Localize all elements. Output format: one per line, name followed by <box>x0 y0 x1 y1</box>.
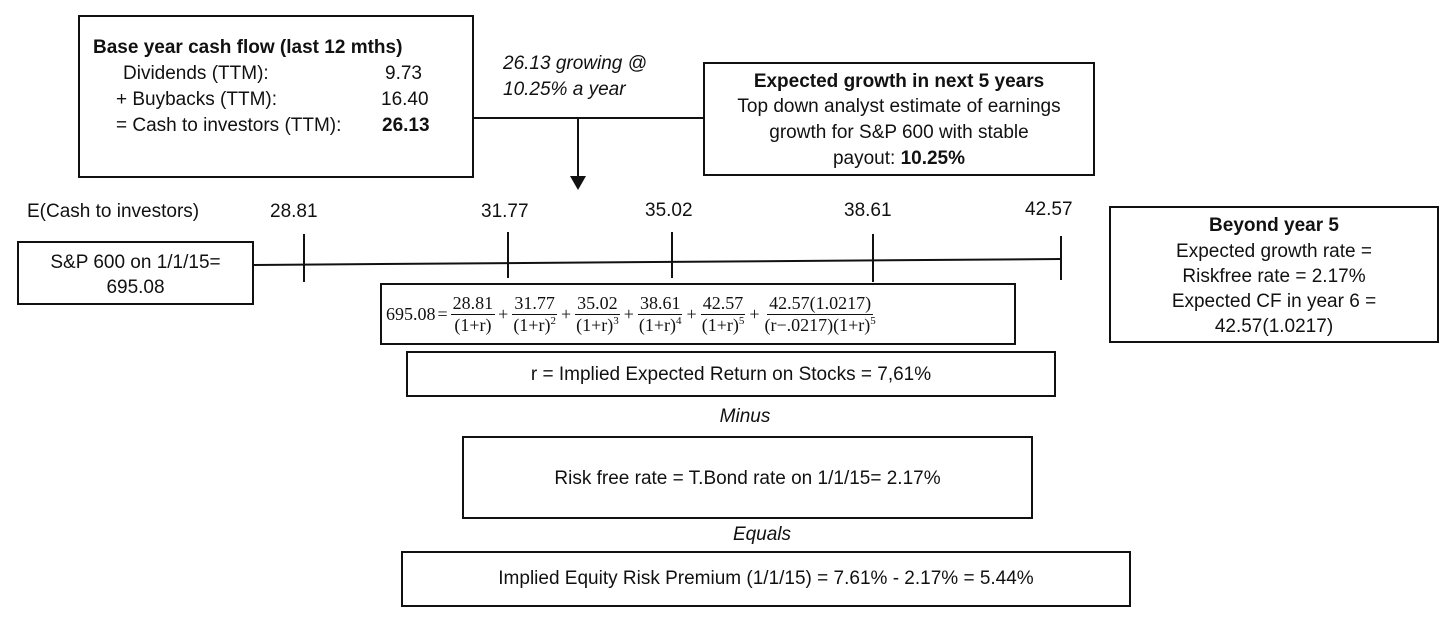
risk-free-box: Risk free rate = T.Bond rate on 1/1/15= … <box>462 436 1033 519</box>
equation-equals: = <box>437 303 448 324</box>
expected-growth-box: Expected growth in next 5 years Top down… <box>703 62 1095 176</box>
term-4-numerator: 38.61 <box>637 292 683 315</box>
beyond-line-4: 42.57(1.0217) <box>1214 316 1334 337</box>
arrow-shaft <box>577 118 579 178</box>
expected-growth-line3: payout: 10.25% <box>705 148 1093 170</box>
timeline-value-3: 35.02 <box>645 200 693 221</box>
term-2-den-text: (1+r) <box>513 314 551 335</box>
buybacks-label: + Buybacks (TTM): <box>116 89 277 110</box>
expected-growth-rate: 10.25% <box>900 148 966 169</box>
equation-term-2: 31.77 (1+r)2 <box>511 292 558 335</box>
plus-sign: + <box>623 303 634 324</box>
timeline-value-4: 38.61 <box>844 200 892 221</box>
plus-sign: + <box>686 303 697 324</box>
growing-note-line2: 10.25% a year <box>503 79 626 100</box>
equation-term-3: 35.02 (1+r)3 <box>574 292 621 335</box>
expected-growth-line1: Top down analyst estimate of earnings <box>737 96 1061 117</box>
term-2-denominator: (1+r)2 <box>511 315 558 335</box>
term-3-den-text: (1+r) <box>576 314 614 335</box>
base-cash-flow-box: Base year cash flow (last 12 mths) Divid… <box>78 15 474 178</box>
equation-term-4: 38.61 (1+r)4 <box>637 292 684 335</box>
minus-label: Minus <box>719 406 771 427</box>
connector-line <box>474 117 704 119</box>
base-cash-flow-title: Base year cash flow (last 12 mths) <box>93 37 403 58</box>
equity-risk-premium-box: Implied Equity Risk Premium (1/1/15) = 7… <box>401 551 1131 607</box>
plus-sign: + <box>749 303 760 324</box>
sp600-value: 695.08 <box>106 277 165 298</box>
equals-label: Equals <box>732 524 792 545</box>
arrow-head-icon <box>570 176 586 190</box>
valuation-equation-box: 695.08 = 28.81 (1+r) + 31.77 (1+r)2 + 35… <box>380 283 1016 345</box>
growing-note-line1: 26.13 growing @ <box>503 53 647 74</box>
dividends-value: 9.73 <box>385 63 422 84</box>
cash-to-investors-label: = Cash to investors (TTM): <box>116 115 342 136</box>
beyond-year-5-box: Beyond year 5 Expected growth rate = Ris… <box>1109 206 1439 343</box>
beyond-line-2: Riskfree rate = 2.17% <box>1182 266 1366 287</box>
timeline-label: E(Cash to investors) <box>27 201 200 222</box>
expected-growth-title: Expected growth in next 5 years <box>753 71 1045 92</box>
risk-free-text: Risk free rate = T.Bond rate on 1/1/15= … <box>554 468 941 489</box>
beyond-year-5-title: Beyond year 5 <box>1209 215 1339 236</box>
cash-to-investors-value: 26.13 <box>382 115 430 136</box>
term-3-exponent: 3 <box>613 314 619 327</box>
term-3-numerator: 35.02 <box>575 292 620 315</box>
buybacks-value: 16.40 <box>381 89 429 110</box>
valuation-equation: 695.08 = 28.81 (1+r) + 31.77 (1+r)2 + 35… <box>386 292 879 335</box>
term-1-numerator: 28.81 <box>450 292 496 315</box>
term-5-den-text: (1+r) <box>701 314 739 335</box>
term-4-denominator: (1+r)4 <box>637 315 684 335</box>
beyond-line-1: Expected growth rate = <box>1176 241 1372 262</box>
term-2-numerator: 31.77 <box>512 292 557 315</box>
term-4-exponent: 4 <box>676 314 682 327</box>
term-2-exponent: 2 <box>550 314 556 327</box>
timeline-value-2: 31.77 <box>481 201 529 222</box>
terminal-numerator: 42.57(1.0217) <box>767 292 874 315</box>
term-1-denominator: (1+r) <box>452 315 493 335</box>
term-3-denominator: (1+r)3 <box>574 315 621 335</box>
term-5-denominator: (1+r)5 <box>700 315 747 335</box>
term-4-den-text: (1+r) <box>638 314 677 335</box>
equation-term-5: 42.57 (1+r)5 <box>700 292 747 335</box>
implied-return-box: r = Implied Expected Return on Stocks = … <box>406 351 1056 397</box>
equation-terminal-term: 42.57(1.0217) (r−.0217)(1+r)5 <box>763 292 878 335</box>
timeline-value-1: 28.81 <box>270 201 318 222</box>
term-5-numerator: 42.57 <box>700 292 746 315</box>
expected-growth-prefix: payout: <box>832 148 901 169</box>
timeline-line <box>252 232 1063 282</box>
sp600-label: S&P 600 on 1/1/15= <box>50 252 221 273</box>
term-1-den-text: (1+r) <box>454 314 492 335</box>
terminal-den-part2: (1+r) <box>833 314 871 335</box>
terminal-exponent: 5 <box>870 314 876 327</box>
equation-lhs: 695.08 <box>386 303 436 324</box>
term-5-exponent: 5 <box>738 314 745 327</box>
equity-risk-premium-text: Implied Equity Risk Premium (1/1/15) = 7… <box>498 568 1034 589</box>
implied-return-text: r = Implied Expected Return on Stocks = … <box>530 364 932 385</box>
plus-sign: + <box>560 303 572 324</box>
timeline-value-5: 42.57 <box>1025 199 1073 220</box>
sp600-box: S&P 600 on 1/1/15= 695.08 <box>17 241 254 305</box>
equation-term-1: 28.81 (1+r) <box>450 292 496 335</box>
terminal-den-part1: (r−.0217) <box>764 314 834 335</box>
beyond-line-3: Expected CF in year 6 = <box>1171 291 1377 312</box>
dividends-label: Dividends (TTM): <box>123 63 269 84</box>
terminal-denominator: (r−.0217)(1+r)5 <box>763 315 878 335</box>
plus-sign: + <box>498 303 509 324</box>
expected-growth-line2: growth for S&P 600 with stable <box>769 122 1029 143</box>
